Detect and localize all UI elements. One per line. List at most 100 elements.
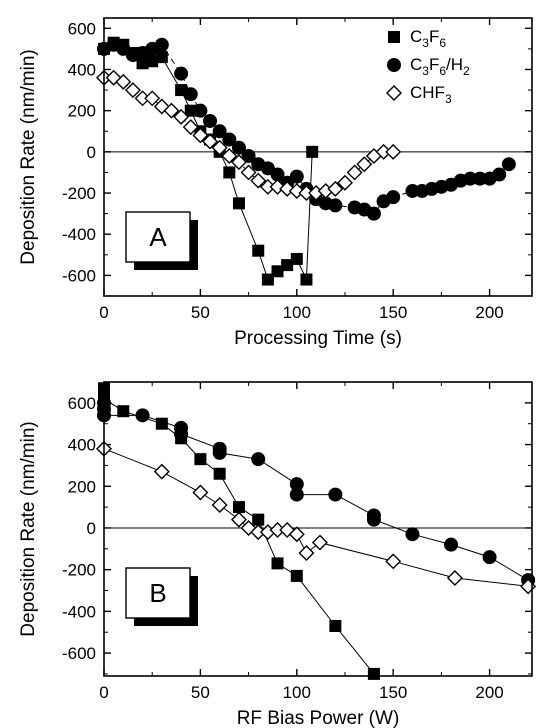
y-tick-label: -200 [62,184,96,203]
diamond-marker-2-8 [173,108,190,125]
plot-frame [103,381,533,677]
panel-label: B [149,578,166,608]
y-axis-label: Deposition Rate (nm/min) [18,421,39,636]
legend-label: C3F6 [410,27,446,50]
circle-marker-1-26 [366,206,381,221]
y-tick-label: 600 [68,394,96,413]
legend-label-part: C [410,27,422,46]
square-marker-0-9 [271,557,284,570]
square-marker-0-18 [290,252,303,265]
legend-label-part: F [429,55,439,74]
legend-label-part: 6 [439,64,446,78]
plot-frame [103,17,533,297]
square-marker-legend-0 [388,31,400,43]
circle-marker-1-5 [174,427,189,442]
square-marker-0-15 [261,273,274,286]
circle-marker-1-11 [212,124,227,139]
panel-label-box [125,211,191,263]
circle-marker-1-36 [472,171,487,186]
x-tick-label: 150 [379,303,407,322]
y-tick-label: -600 [62,644,96,663]
diamond-marker-2-11 [202,133,219,150]
square-marker-0-10 [290,569,303,582]
square-marker-0-20 [306,145,319,158]
square-marker-0-16 [271,265,284,278]
circle-marker-1-13 [231,140,246,155]
circle-marker-1-6 [154,37,169,52]
diamond-marker-2-12 [211,139,228,156]
panel-b: 0 50 100 150 200 600 400 200 0 -200 -400 -600 RF Bia… [18,381,537,728]
legend-label: C3F6/H2 [410,55,470,78]
panel-label-box [125,567,191,619]
legend-label-part: 3 [445,92,452,106]
x-tick-label: 50 [191,303,210,322]
x-tick-label: 0 [99,683,108,702]
circle-marker-1-10 [203,113,218,128]
diamond-marker-2-3 [211,497,228,514]
square-marker-0-14 [252,244,265,257]
x-tick-label: 150 [379,683,407,702]
x-axis-label: Processing Time (s) [234,328,402,349]
circle-marker-1-15 [444,537,459,552]
legend-label-part: F [429,27,439,46]
legend-label: CHF3 [410,83,452,106]
square-marker-0-7 [232,501,245,514]
circle-marker-1-35 [463,171,478,186]
legend-label-part: 6 [439,36,446,50]
square-marker-0-5 [194,453,207,466]
y-tick-label: -200 [62,561,96,580]
circle-marker-1-23 [328,198,343,213]
square-marker-0-19 [300,273,313,286]
circle-marker-1-7 [174,66,189,81]
diamond-marker-2-27 [356,156,373,173]
diamond-marker-2-25 [337,174,353,191]
square-marker-0-4 [136,57,149,70]
circle-marker-1-13 [366,512,381,527]
y-tick-label: 0 [87,519,96,538]
panel-a: 0 50 100 150 200 600 400 200 0 -200 -400 -600 Proces… [18,17,533,349]
circle-marker-1-9 [289,477,304,492]
diamond-marker-2-2 [115,73,132,90]
x-tick-label: 100 [283,303,311,322]
square-marker-0-6 [213,467,226,480]
diamond-marker-2-2 [192,484,209,501]
diamond-marker-2-12 [311,534,328,551]
square-marker-0-6 [155,51,168,64]
circle-marker-1-19 [289,169,304,184]
diamond-marker-2-1 [153,463,170,480]
y-tick-label: -400 [62,602,96,621]
diamond-marker-2-16 [250,172,267,189]
square-marker-0-8 [184,104,197,117]
square-marker-0-13 [232,197,245,210]
circle-marker-1-28 [386,190,401,205]
y-tick-label: 0 [87,143,96,162]
diamond-marker-2-30 [385,143,402,160]
y-tick-label: 200 [68,102,96,121]
square-marker-0-11 [329,619,342,632]
square-marker-0-8 [252,513,265,526]
circle-marker-1-3 [135,408,150,423]
legend-label-part: /H [446,55,463,74]
square-marker-0-3 [155,417,168,430]
x-tick-label: 100 [283,683,311,702]
x-tick-label: 0 [99,303,108,322]
diamond-marker-2-26 [346,164,363,181]
x-axis-label: RF Bias Power (W) [237,708,400,728]
diamond-marker-2-10 [192,127,209,144]
diamond-marker-2-4 [230,511,247,528]
diamond-marker-2-5 [144,90,161,107]
circle-marker-1-7 [212,445,227,460]
y-tick-label: -400 [62,225,96,244]
diamond-marker-2-9 [182,119,199,136]
diamond-marker-2-15 [240,164,257,181]
square-marker-0-2 [117,405,130,418]
circle-marker-1-11 [328,487,343,502]
y-tick-label: 400 [68,436,96,455]
circle-marker-1-16 [482,550,497,565]
square-marker-0-17 [281,259,294,272]
legend-label-part: 3 [422,64,429,78]
y-axis-label: Deposition Rate (nm/min) [18,49,39,264]
y-tick-label: 200 [68,477,96,496]
diamond-marker-2-24 [327,180,344,197]
diamond-marker-2-10 [288,526,305,543]
